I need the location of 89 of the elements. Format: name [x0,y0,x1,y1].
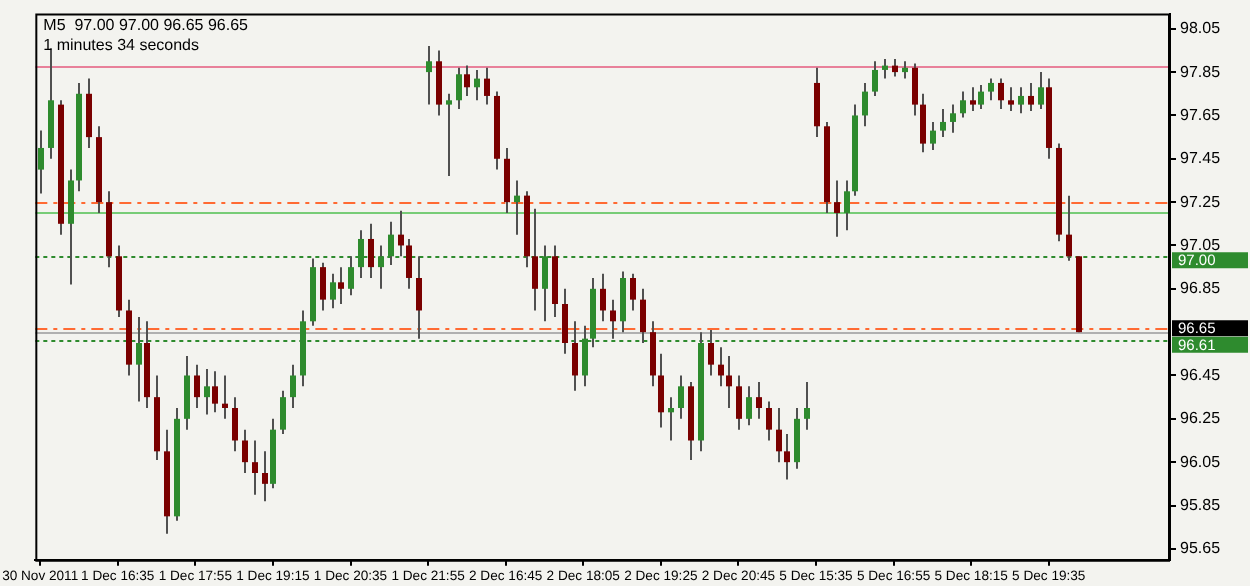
candlestick [1018,86,1024,115]
candlestick [416,255,422,340]
y-tick-label: 97.05 [1180,235,1222,254]
candlestick [222,374,228,420]
candlestick [330,272,336,310]
candlestick [1066,194,1072,262]
candlestick [456,66,462,110]
candlestick [912,62,918,117]
candlestick [464,64,470,97]
candlestick [406,237,412,290]
candlestick [756,380,762,420]
candlestick [736,374,742,431]
candlestick [338,266,344,305]
candlestick [368,222,374,279]
candlestick [204,367,210,416]
candlestick [252,439,258,496]
candlestick [562,287,568,355]
y-tick-label: 97.25 [1180,192,1222,211]
candlestick [978,84,984,110]
candlestick [794,406,800,470]
candlestick [600,272,606,323]
candlestick [514,179,520,236]
candlestick [640,287,646,344]
candlestick [988,77,994,102]
y-tick-label: 96.45 [1180,365,1222,384]
candlestick [784,433,790,481]
candlestick [446,92,452,178]
candlestick [658,352,664,429]
candlestick [610,298,616,340]
candlestick [726,354,732,409]
y-tick-label: 96.05 [1180,452,1222,471]
y-tick-label: 96.85 [1180,279,1222,298]
candlestick [804,380,810,431]
candlestick [950,103,956,134]
candlestick [474,68,480,102]
candlestick [290,363,296,409]
candlestick [970,86,976,113]
candlestick [320,261,326,312]
candlestick [862,81,868,128]
candlestick [184,354,190,431]
candlestick [766,400,772,442]
y-tick-label: 95.65 [1180,539,1222,558]
candlestick [484,66,490,106]
candlestick [426,45,432,106]
y-tick-label: 95.85 [1180,495,1222,514]
text: 1 minutes 34 seconds [43,36,199,55]
candlestick [398,209,404,258]
candlestick [38,129,44,195]
candlestick [630,272,636,312]
candlestick [814,66,820,139]
candlestick [620,270,626,334]
candlestick [776,406,782,464]
candlestick [650,320,656,388]
candlestick [678,374,684,420]
candlestick [532,207,538,312]
candlestick [844,179,850,232]
y-tick-label: 97.45 [1180,149,1222,168]
candlestick [940,107,946,139]
y-tick-label: 96.25 [1180,409,1222,428]
candlestick [872,60,878,97]
candlestick [194,363,200,409]
candlestick [242,428,248,474]
candlestick [552,244,558,318]
y-tick-label: 98.05 [1180,19,1222,38]
candlestick [882,58,888,80]
candlestick [708,328,714,377]
candlestick [1008,86,1014,113]
candlestick [280,389,286,435]
candlestick [232,396,238,453]
candlestick [48,47,54,160]
candlestick [1028,81,1034,113]
candlestick [718,346,724,388]
candlestick [1038,71,1044,110]
candlestick [572,320,578,392]
y-tick-label: 97.65 [1180,105,1222,124]
candlestick [262,450,268,503]
candlestick [86,77,92,149]
candlestick [212,370,218,414]
candlestick [746,385,752,427]
candlestick [834,179,840,238]
chart-title: M5 97.00 97.00 96.65 96.65 [43,16,250,35]
candlestick [436,49,442,117]
candlestick [930,120,936,152]
candlestick [668,396,674,442]
y-tick-label: 97.85 [1180,62,1222,81]
candlestick [504,146,510,214]
candlestick [960,90,966,119]
candlestick [998,77,1004,110]
candlestick [920,92,926,154]
